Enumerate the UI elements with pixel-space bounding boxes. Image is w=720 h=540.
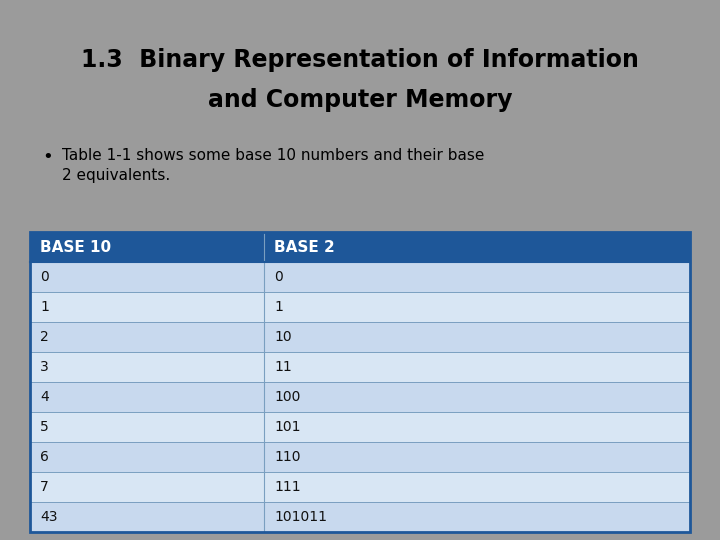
Text: 7: 7 [40, 480, 49, 494]
Text: BASE 2: BASE 2 [274, 240, 335, 254]
Bar [30, 232, 690, 532]
Text: 5: 5 [40, 420, 49, 434]
Text: 11: 11 [274, 360, 292, 374]
Bar [30, 502, 690, 532]
Text: 0: 0 [40, 270, 49, 284]
Text: Table 1-1 shows some base 10 numbers and their base: Table 1-1 shows some base 10 numbers and… [62, 148, 485, 163]
Text: BASE 10: BASE 10 [40, 240, 111, 254]
Text: 110: 110 [274, 450, 301, 464]
Text: 101011: 101011 [274, 510, 328, 524]
Bar [30, 292, 690, 322]
Bar [30, 472, 690, 502]
Text: 10: 10 [274, 330, 292, 344]
Text: 100: 100 [274, 390, 301, 404]
Bar [30, 262, 690, 292]
Text: 4: 4 [40, 390, 49, 404]
Text: 3: 3 [40, 360, 49, 374]
Bar [30, 412, 690, 442]
Text: 6: 6 [40, 450, 49, 464]
Text: •: • [42, 148, 53, 166]
Text: and Computer Memory: and Computer Memory [208, 88, 512, 112]
Text: 111: 111 [274, 480, 301, 494]
Bar [30, 352, 690, 382]
Text: 43: 43 [40, 510, 58, 524]
Text: 101: 101 [274, 420, 301, 434]
Text: 0: 0 [274, 270, 283, 284]
Text: 2: 2 [40, 330, 49, 344]
Text: 2 equivalents.: 2 equivalents. [62, 168, 170, 183]
Bar [30, 382, 690, 412]
Text: 1.3  Binary Representation of Information: 1.3 Binary Representation of Information [81, 48, 639, 72]
Bar [30, 232, 690, 262]
Bar [30, 442, 690, 472]
Bar [30, 322, 690, 352]
Text: 1: 1 [274, 300, 283, 314]
Text: 1: 1 [40, 300, 49, 314]
